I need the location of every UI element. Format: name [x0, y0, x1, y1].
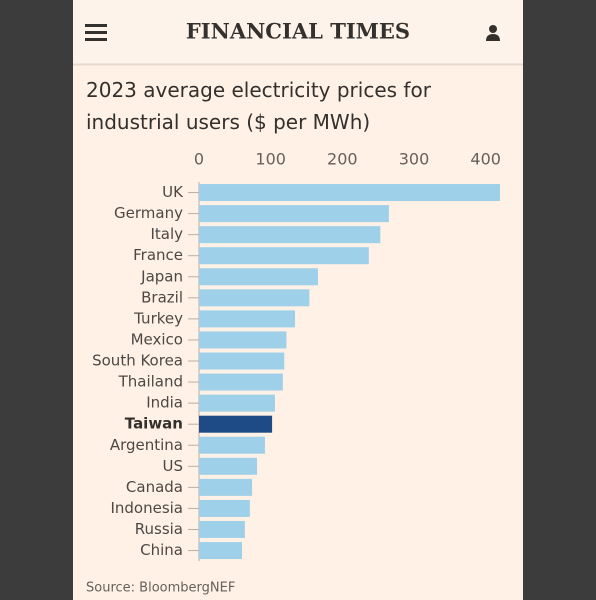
menu-icon[interactable] [85, 24, 107, 41]
y-tick-label: Thailand [118, 373, 183, 391]
y-tick-label: Germany [114, 204, 183, 222]
bar [199, 520, 245, 538]
header-bar [73, 0, 523, 64]
bar [199, 394, 275, 412]
bar [199, 268, 318, 286]
x-tick-label: 200 [327, 150, 358, 169]
y-tick-label: Turkey [133, 309, 183, 327]
account-icon[interactable] [486, 25, 500, 41]
source: Source: BloombergNEF [86, 581, 235, 596]
brand-title: FINANCIAL TIMES [186, 19, 410, 44]
y-tick-label: Russia [135, 520, 183, 538]
x-tick-label: 100 [255, 150, 286, 169]
bar [199, 331, 287, 349]
y-tick-label: Canada [126, 478, 183, 496]
x-tick-label: 0 [194, 150, 204, 169]
chart-title: 2023 average electricity prices for indus… [86, 78, 432, 134]
bar [199, 310, 296, 328]
x-tick-label: 300 [399, 150, 430, 169]
y-tick-label: China [140, 541, 183, 559]
bar [199, 352, 285, 370]
bar [199, 226, 381, 244]
y-tick-label: South Korea [92, 352, 183, 370]
y-tick-label: Indonesia [110, 499, 183, 517]
bar [199, 184, 500, 202]
y-tick-label: Italy [150, 225, 183, 243]
bar [199, 205, 389, 223]
bar [199, 436, 265, 454]
bar [199, 542, 242, 560]
y-tick-label: France [133, 246, 183, 264]
bar [199, 478, 253, 496]
y-tick-label: US [162, 457, 183, 475]
y-tick-label: Brazil [141, 288, 183, 306]
bar [199, 373, 283, 391]
bar [199, 415, 273, 433]
bar [199, 247, 369, 265]
y-tick-label: UK [162, 183, 184, 201]
y-tick-label: India [146, 394, 183, 412]
y-tick-label: Taiwan [125, 415, 183, 433]
bar [199, 457, 258, 475]
bar [199, 289, 310, 307]
bar [199, 499, 250, 517]
x-tick-label: 400 [470, 150, 501, 169]
y-tick-label: Japan [140, 267, 183, 285]
y-tick-label: Argentina [110, 436, 183, 454]
y-tick-label: Mexico [131, 330, 183, 348]
